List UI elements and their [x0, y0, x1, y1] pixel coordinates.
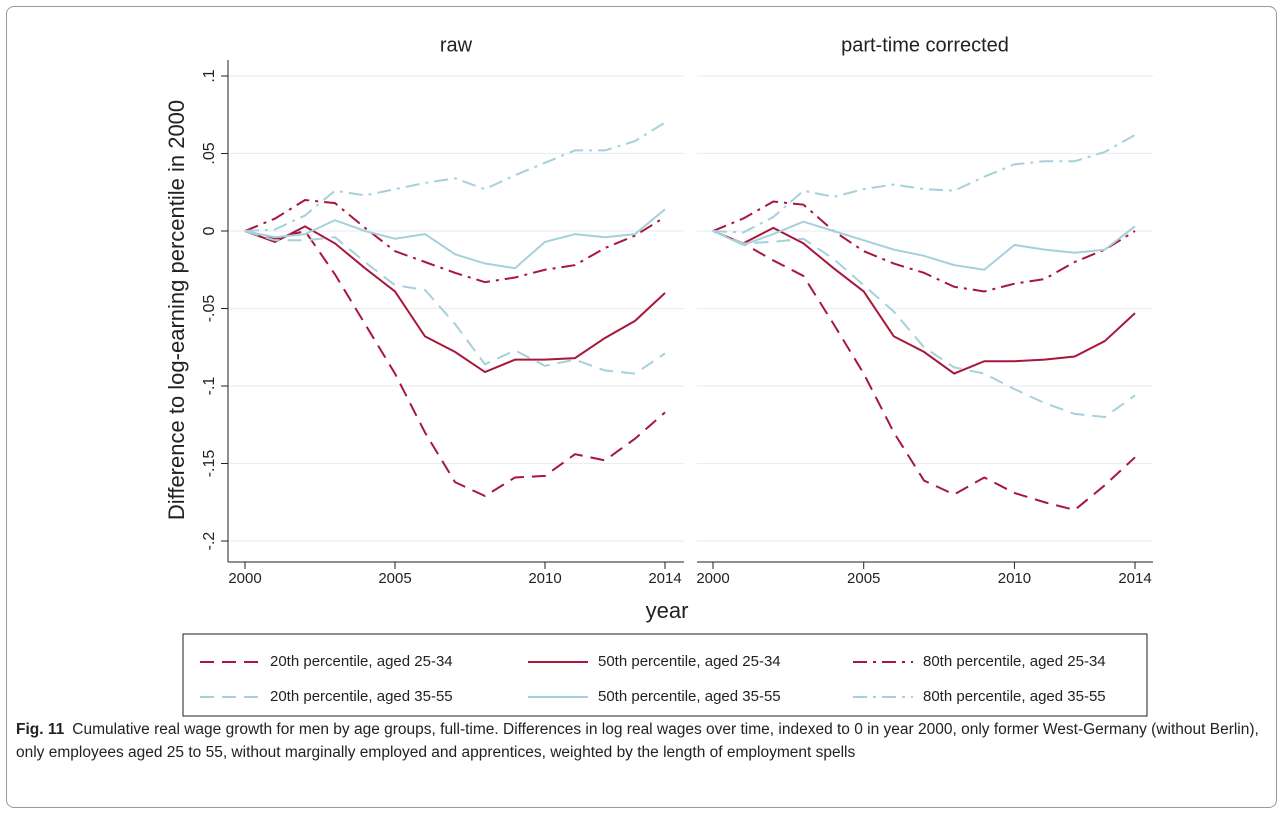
series-line — [712, 134, 1136, 234]
legend-box — [182, 633, 1148, 717]
legend-label: 20th percentile, aged 25-34 — [270, 653, 453, 670]
series-line — [244, 230, 666, 375]
caption: Fig. 11 Cumulative real wage growth for m… — [16, 718, 1266, 764]
series-line — [712, 226, 1136, 375]
x-tick-label: 2000 — [696, 570, 729, 587]
x-tick-label: 2014 — [1118, 570, 1151, 587]
y-tick-label: 0 — [201, 226, 218, 235]
legend-label: 50th percentile, aged 35-55 — [598, 688, 781, 705]
y-axis-label: Difference to log-earning percentile in … — [164, 100, 189, 520]
legend-label: 20th percentile, aged 35-55 — [270, 688, 453, 705]
figure-border — [6, 6, 1277, 808]
x-tick-label: 2010 — [528, 570, 561, 587]
series-line — [712, 230, 1136, 512]
legend-label: 80th percentile, aged 35-55 — [923, 688, 1106, 705]
series-line — [244, 121, 666, 232]
y-tick-label: -.2 — [201, 532, 218, 551]
x-axis-label: year — [646, 598, 689, 623]
series-line — [244, 198, 666, 284]
series-line — [244, 229, 666, 498]
x-tick-label: 2005 — [847, 570, 880, 587]
series-line — [244, 208, 666, 270]
series-line — [244, 225, 666, 374]
legend-label: 80th percentile, aged 25-34 — [923, 653, 1106, 670]
legend-label: 50th percentile, aged 25-34 — [598, 653, 781, 670]
panel-title: raw — [440, 34, 473, 56]
panel-title: part-time corrected — [841, 34, 1009, 56]
y-tick-label: -.15 — [201, 450, 218, 478]
caption-label: Fig. 11 — [16, 721, 65, 738]
y-tick-label: .05 — [201, 142, 218, 164]
y-tick-label: -.1 — [201, 377, 218, 396]
x-tick-label: 2005 — [378, 570, 411, 587]
series-line — [712, 230, 1136, 419]
x-tick-label: 2014 — [648, 570, 681, 587]
y-tick-label: .1 — [201, 69, 218, 82]
series-line — [712, 200, 1136, 293]
x-tick-label: 2000 — [228, 570, 261, 587]
caption-text: Cumulative real wage growth for men by a… — [16, 721, 1259, 761]
x-tick-label: 2010 — [998, 570, 1031, 587]
series-line — [712, 220, 1136, 271]
y-tick-label: -.05 — [201, 295, 218, 323]
